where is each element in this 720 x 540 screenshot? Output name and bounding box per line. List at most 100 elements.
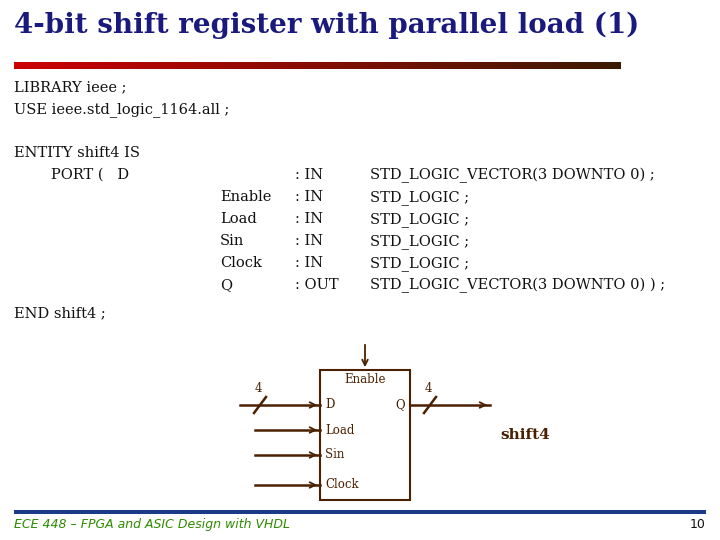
Bar <box>109 62 112 69</box>
Text: END shift4 ;: END shift4 ; <box>14 307 106 321</box>
Bar <box>46 62 49 69</box>
Bar <box>364 62 366 69</box>
Bar <box>35 62 37 69</box>
Bar <box>301 62 303 69</box>
Bar <box>171 62 174 69</box>
Text: shift4: shift4 <box>500 428 550 442</box>
Text: Enable: Enable <box>220 190 271 204</box>
Bar <box>537 62 540 69</box>
Bar <box>327 62 330 69</box>
Bar <box>444 62 447 69</box>
Bar <box>218 62 220 69</box>
Bar <box>387 62 390 69</box>
Bar <box>266 62 269 69</box>
Bar <box>279 62 281 69</box>
Bar <box>562 62 564 69</box>
Bar <box>232 62 235 69</box>
Bar <box>503 62 505 69</box>
Bar <box>396 62 398 69</box>
Bar <box>169 62 172 69</box>
Bar <box>418 62 420 69</box>
Bar <box>618 62 621 69</box>
Bar <box>18 62 21 69</box>
Text: ECE 448 – FPGA and ASIC Design with VHDL: ECE 448 – FPGA and ASIC Design with VHDL <box>14 518 290 531</box>
Bar <box>606 62 608 69</box>
Bar <box>535 62 538 69</box>
Bar <box>612 62 614 69</box>
Bar <box>32 62 35 69</box>
Bar <box>452 62 455 69</box>
Bar <box>343 62 346 69</box>
Bar <box>349 62 352 69</box>
Bar <box>545 62 548 69</box>
Bar <box>489 62 491 69</box>
Bar <box>115 62 117 69</box>
Bar <box>168 62 170 69</box>
Bar <box>564 62 566 69</box>
Bar <box>513 62 516 69</box>
Bar <box>574 62 576 69</box>
Bar <box>273 62 275 69</box>
Bar <box>406 62 408 69</box>
Bar <box>369 62 372 69</box>
Bar <box>244 62 247 69</box>
Bar <box>95 62 97 69</box>
Bar <box>432 62 435 69</box>
Bar <box>616 62 618 69</box>
Bar <box>287 62 289 69</box>
Bar <box>590 62 593 69</box>
Bar <box>594 62 596 69</box>
Bar <box>297 62 300 69</box>
Bar <box>186 62 188 69</box>
Bar <box>14 510 706 514</box>
Bar <box>491 62 493 69</box>
Bar <box>572 62 574 69</box>
Bar <box>105 62 107 69</box>
Bar <box>442 62 445 69</box>
Bar <box>604 62 606 69</box>
Text: STD_LOGIC ;: STD_LOGIC ; <box>370 212 469 227</box>
Bar <box>251 62 253 69</box>
Bar <box>86 62 89 69</box>
Bar <box>63 62 65 69</box>
Bar <box>337 62 340 69</box>
Bar <box>24 62 27 69</box>
Bar <box>377 62 380 69</box>
Bar <box>248 62 251 69</box>
Bar <box>497 62 499 69</box>
Bar <box>436 62 438 69</box>
Bar <box>206 62 208 69</box>
Bar <box>264 62 267 69</box>
Bar <box>148 62 150 69</box>
Bar <box>283 62 285 69</box>
Bar <box>339 62 342 69</box>
Bar <box>347 62 350 69</box>
Bar <box>212 62 215 69</box>
Bar <box>246 62 249 69</box>
Text: : IN: : IN <box>295 190 323 204</box>
Text: STD_LOGIC ;: STD_LOGIC ; <box>370 234 469 249</box>
Bar <box>329 62 332 69</box>
Bar <box>184 62 186 69</box>
Bar <box>333 62 336 69</box>
Bar <box>346 62 348 69</box>
Text: : IN: : IN <box>295 234 323 248</box>
Bar <box>200 62 202 69</box>
Bar <box>38 62 41 69</box>
Bar <box>552 62 554 69</box>
Bar <box>81 62 84 69</box>
Bar <box>78 62 81 69</box>
Bar <box>190 62 192 69</box>
Bar <box>428 62 431 69</box>
Bar <box>289 62 291 69</box>
Bar <box>323 62 325 69</box>
Bar <box>50 62 53 69</box>
Bar <box>336 62 338 69</box>
Bar <box>459 62 461 69</box>
Bar <box>30 62 32 69</box>
Bar <box>602 62 604 69</box>
Bar <box>474 62 477 69</box>
Bar <box>214 62 217 69</box>
Bar <box>319 62 322 69</box>
Bar <box>123 62 125 69</box>
